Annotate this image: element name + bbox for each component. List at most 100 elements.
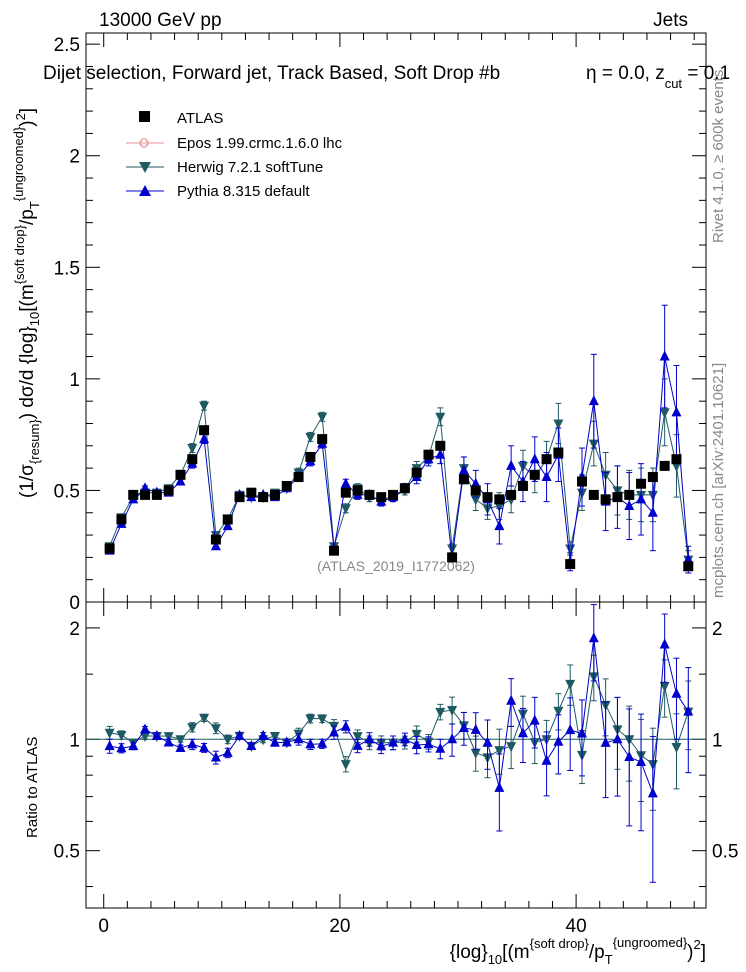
pythia-ratio-point <box>659 638 670 649</box>
atlas-point <box>293 472 304 483</box>
pythia-ratio-point <box>128 740 139 751</box>
pythia-point <box>458 464 469 475</box>
pythia-ratio-line <box>109 638 689 794</box>
header-energy: 13000 GeV pp <box>99 10 222 31</box>
ratio-tick-label: 1 <box>69 730 80 751</box>
herwig-ratio-point <box>340 760 351 771</box>
atlas-point <box>246 487 257 498</box>
pythia-point <box>435 448 446 459</box>
atlas-point <box>317 434 328 445</box>
pythia-ratio-point <box>376 740 387 751</box>
atlas-point <box>482 492 493 503</box>
herwig-ratio-point <box>116 731 127 742</box>
herwig-point <box>470 495 481 506</box>
herwig-ratio-point <box>104 728 115 739</box>
herwig-ratio-point <box>317 714 328 725</box>
pythia-ratio-point <box>352 739 363 750</box>
legend-label-herwig: Herwig 7.2.1 softTune <box>177 159 323 176</box>
herwig-ratio-point <box>210 724 221 735</box>
pythia-point <box>683 553 694 564</box>
atlas-point <box>612 492 623 503</box>
pythia-ratio-point <box>482 736 493 747</box>
herwig-point <box>435 412 446 423</box>
pythia-ratio-point <box>187 738 198 749</box>
pythia-ratio-point <box>529 714 540 725</box>
pythia-ratio-point <box>222 746 233 757</box>
atlas-point <box>423 449 434 460</box>
pythia-ratio-point <box>435 742 446 753</box>
pythia-ratio-point <box>246 739 257 750</box>
atlas-point <box>210 534 221 545</box>
pythia-ratio-point <box>647 787 658 798</box>
atlas-point <box>624 489 635 500</box>
pythia-point <box>636 493 647 504</box>
atlas-point <box>447 552 458 563</box>
pythia-point <box>529 453 540 464</box>
herwig-ratio-point <box>506 742 517 753</box>
pythia-ratio-point <box>258 729 269 740</box>
atlas-point <box>104 543 115 554</box>
axes: 0 20 40 0 0.5 1 1.5 2 2.5 0.5 0.5 1 1 2 2 <box>54 33 738 937</box>
pythia-ratio-point <box>458 722 469 733</box>
herwig-ratio-point <box>494 746 505 757</box>
pythia-ratio-point <box>470 723 481 734</box>
ratio-tick-label-right: 1 <box>712 730 723 751</box>
pythia-point <box>470 477 481 488</box>
pythia-ratio-point <box>612 733 623 744</box>
herwig-point <box>305 432 316 443</box>
atlas-point <box>553 447 564 458</box>
pythia-ratio-point <box>447 733 458 744</box>
y-tick-label: 2.5 <box>54 35 80 56</box>
atlas-point <box>305 451 316 462</box>
y-tick-label: 1.5 <box>54 258 80 279</box>
pythia-ratio-point <box>683 705 694 716</box>
pythia-point <box>199 433 210 444</box>
y-tick-label: 0.5 <box>54 481 80 502</box>
rivet-label: Rivet 4.1.0, ≥ 600k events <box>710 70 727 243</box>
pythia-point <box>671 406 682 417</box>
pythia-ratio-point <box>517 727 528 738</box>
pythia-ratio-point <box>104 740 115 751</box>
ratio-tick-label: 0.5 <box>54 842 80 863</box>
ratio-y-axis-label: Ratio to ATLAS <box>24 737 41 838</box>
pythia-ratio-point <box>565 724 576 735</box>
pythia-ratio-point <box>411 738 422 749</box>
pythia-ratio-point <box>175 741 186 752</box>
pythia-point <box>175 475 186 486</box>
pythia-ratio-point <box>293 733 304 744</box>
pythia-ratio-point <box>600 736 611 747</box>
atlas-point <box>187 454 198 465</box>
pythia-point <box>588 395 599 406</box>
atlas-point <box>199 425 210 436</box>
pythia-point <box>506 459 517 470</box>
plot-title: Dijet selection, Forward jet, Track Base… <box>43 63 500 84</box>
atlas-point <box>636 478 647 489</box>
ratio-tick-label: 2 <box>69 619 80 640</box>
legend-label-pythia: Pythia 8.315 default <box>177 183 310 200</box>
pythia-ratio-point <box>151 729 162 740</box>
herwig-point <box>494 502 505 513</box>
main-y-axis-label: (1/σ{resum}) dσ/d {log}10[(m{soft drop}/… <box>11 108 42 498</box>
herwig-ratio-point <box>352 732 363 743</box>
herwig-ratio-point <box>411 729 422 740</box>
pythia-ratio-point <box>506 694 517 705</box>
pythia-ratio-point <box>553 735 564 746</box>
pythia-ratio-point <box>163 736 174 747</box>
atlas-point <box>269 489 280 500</box>
herwig-ratio-point <box>305 714 316 725</box>
atlas-point <box>458 474 469 485</box>
y-tick-label: 0 <box>69 593 80 614</box>
data-series <box>104 304 694 883</box>
atlas-point <box>352 485 363 496</box>
atlas-point <box>565 559 576 570</box>
pythia-point <box>210 540 221 551</box>
herwig-ratio-point <box>435 707 446 718</box>
pythia-ratio-point <box>577 727 587 738</box>
herwig-ratio-point <box>175 735 186 746</box>
atlas-point <box>364 489 375 500</box>
atlas-point <box>470 485 481 496</box>
atlas-point <box>588 489 599 500</box>
herwig-ratio-point <box>671 743 682 754</box>
pythia-ratio-point <box>329 726 339 737</box>
